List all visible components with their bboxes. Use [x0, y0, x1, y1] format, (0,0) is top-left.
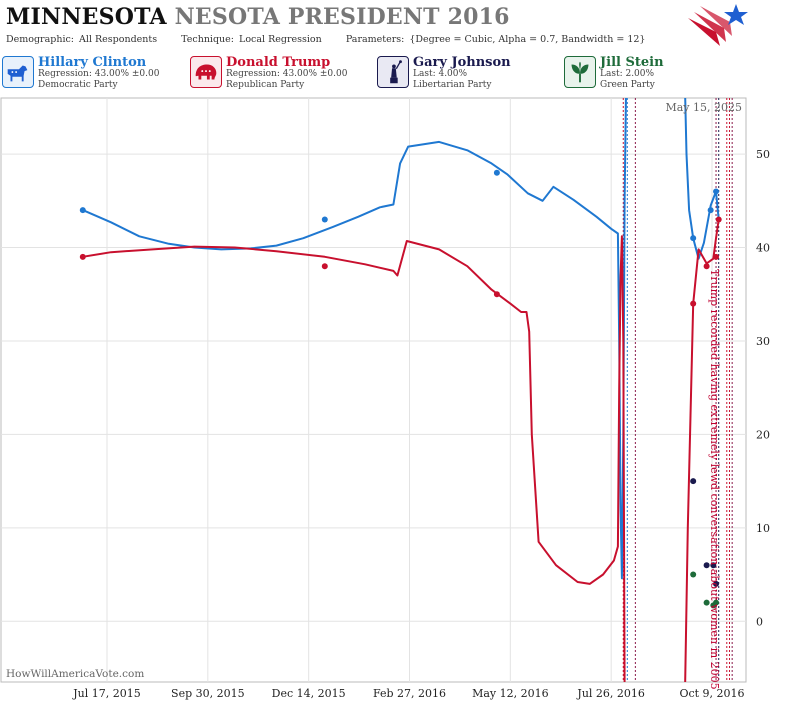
- poll-chart: 0 10 20 30 40 50 Jul 17, 2015 Sep 30, 2015 Dec 1…: [0, 97, 770, 700]
- title-race: NESOTA PRESIDENT 2016: [174, 4, 510, 30]
- donald-trump-poll-point: [690, 300, 697, 307]
- candidate-party: Green Party: [600, 80, 655, 90]
- hillary-clinton-poll-point: [321, 216, 328, 223]
- y-tick-label: 50: [756, 148, 770, 161]
- hillary-clinton-poll-point: [713, 188, 720, 195]
- candidate-party: Libertarian Party: [413, 80, 492, 90]
- jill-stein-poll-point: [713, 599, 720, 606]
- donald-trump-poll-point: [713, 253, 720, 260]
- donald-trump-trend-line: [82, 235, 626, 682]
- hillary-clinton-poll-point: [690, 235, 697, 242]
- candidate-stat: Last: 2.00%: [600, 69, 655, 79]
- candidate-stat: Regression: 43.00% ±0.00: [226, 69, 348, 79]
- x-tick-label: May 12, 2016: [472, 687, 549, 700]
- y-tick-label: 20: [756, 428, 770, 441]
- candidate-name: Jill Stein: [600, 55, 664, 70]
- x-tick-label: Dec 14, 2015: [272, 687, 346, 700]
- date-stamp: May 15, 2025: [665, 101, 742, 114]
- y-tick-label: 0: [756, 615, 763, 628]
- gary-johnson-poll-point: [690, 478, 697, 485]
- hillary-clinton-poll-point: [707, 207, 714, 214]
- leaf-icon: [564, 56, 596, 88]
- gary-johnson-poll-point: [710, 562, 717, 569]
- demographic-value[interactable]: All Respondents: [79, 34, 158, 45]
- parameters-label: Parameters:: [345, 34, 405, 45]
- candidate-name: Donald Trump: [226, 55, 331, 70]
- gary-johnson-poll-point: [703, 562, 710, 569]
- candidate-stat: Last: 4.00%: [413, 69, 468, 79]
- candidate-card-trump[interactable]: Donald Trump Regression: 43.00% ±0.00 Re…: [188, 55, 368, 92]
- candidate-party: Republican Party: [226, 80, 305, 90]
- candidate-name: Gary Johnson: [413, 55, 511, 70]
- hillary-clinton-poll-point: [79, 207, 86, 214]
- candidate-card-stein[interactable]: Jill Stein Last: 2.00% Green Party: [562, 55, 742, 92]
- hillary-clinton-poll-point: [493, 169, 500, 176]
- technique-value[interactable]: Local Regression: [239, 34, 322, 45]
- plot-frame: [0, 97, 747, 683]
- event-annotation: Trump recorded having extremely lewd con…: [708, 269, 721, 690]
- parameters-value[interactable]: {Degree = Cubic, Alpha = 0.7, Bandwidth …: [409, 34, 646, 45]
- x-tick-label: Sep 30, 2015: [171, 687, 245, 700]
- x-tick-label: Jul 26, 2016: [576, 687, 645, 700]
- technique-label: Technique:: [181, 34, 234, 45]
- donald-trump-poll-point: [321, 263, 328, 270]
- y-tick-label: 40: [756, 242, 770, 255]
- candidate-name: Hillary Clinton: [38, 55, 147, 70]
- elephant-icon: [190, 56, 222, 88]
- site-logo-icon[interactable]: [686, 2, 750, 48]
- parameters-line: Demographic: All Respondents Technique: …: [6, 34, 647, 45]
- jill-stein-poll-point: [703, 599, 710, 606]
- title-state: MINNESOTA: [6, 4, 167, 30]
- jill-stein-poll-point: [690, 571, 697, 578]
- donald-trump-poll-point: [703, 263, 710, 270]
- statue-of-liberty-icon: [377, 56, 409, 88]
- demographic-label: Demographic:: [6, 34, 75, 45]
- x-tick-label: Feb 27, 2016: [373, 687, 446, 700]
- donald-trump-poll-point: [493, 291, 500, 298]
- donald-trump-poll-point: [79, 253, 86, 260]
- page-title: MINNESOTA NESOTA PRESIDENT 2016: [6, 4, 510, 30]
- donald-trump-trend-line: [684, 219, 720, 682]
- y-tick-label: 30: [756, 335, 770, 348]
- y-tick-label: 10: [756, 522, 770, 535]
- donkey-icon: [2, 56, 34, 88]
- donald-trump-poll-point: [715, 216, 722, 223]
- x-tick-label: Jul 17, 2015: [72, 687, 141, 700]
- x-tick-label: Oct 9, 2016: [679, 687, 744, 700]
- candidate-card-johnson[interactable]: Gary Johnson Last: 4.00% Libertarian Par…: [375, 55, 555, 92]
- gary-johnson-poll-point: [713, 580, 720, 587]
- candidate-card-clinton[interactable]: Hillary Clinton Regression: 43.00% ±0.00…: [0, 55, 180, 92]
- chart-area: 0 10 20 30 40 50 Jul 17, 2015 Sep 30, 2015 Dec 1…: [0, 97, 789, 704]
- site-credit[interactable]: HowWillAmericaVote.com: [6, 668, 144, 680]
- hillary-clinton-trend-line: [82, 98, 627, 580]
- candidate-party: Democratic Party: [38, 80, 118, 90]
- candidate-stat: Regression: 43.00% ±0.00: [38, 69, 160, 79]
